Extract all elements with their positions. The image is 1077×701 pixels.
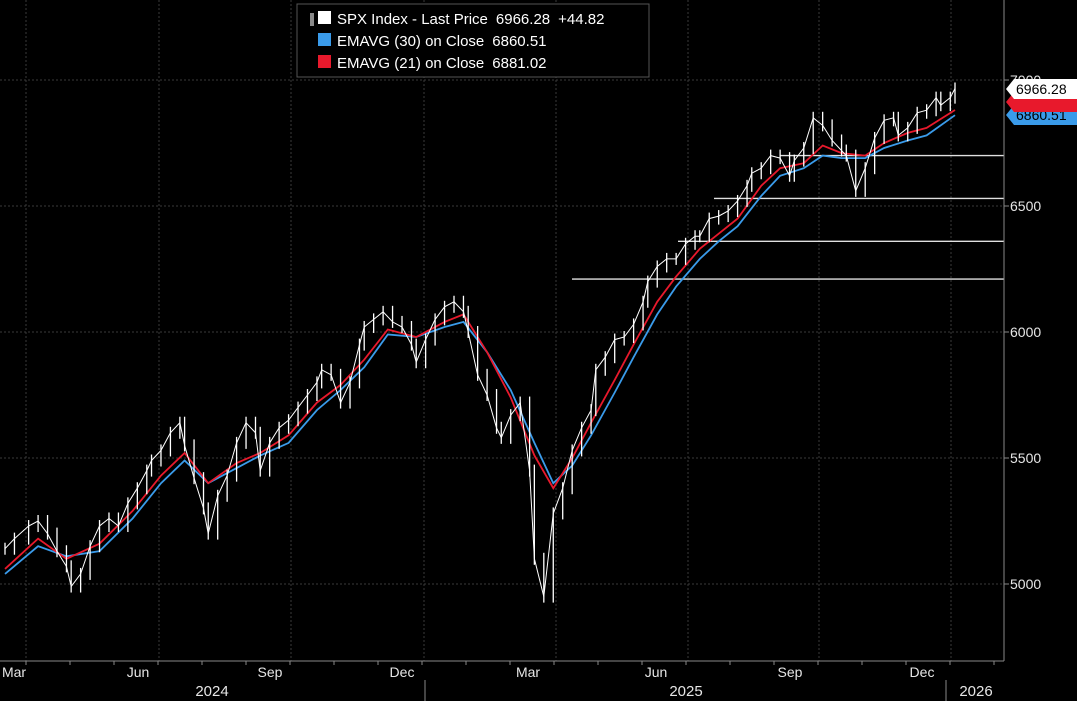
tag-bg xyxy=(1006,79,1077,99)
x-month-label: Dec xyxy=(390,664,415,680)
ema21-series xyxy=(4,109,956,570)
x-year-label: 2024 xyxy=(195,683,228,700)
x-month-label: Sep xyxy=(258,664,283,680)
price-series xyxy=(4,82,956,603)
x-year-label: 2025 xyxy=(669,683,702,700)
y-tick-label: 5500 xyxy=(1010,450,1041,466)
x-month-label: Jun xyxy=(127,664,150,680)
x-month-label: Dec xyxy=(910,664,935,680)
legend-swatch-ema21 xyxy=(318,55,331,68)
y-tick-label: 6500 xyxy=(1010,198,1041,214)
y-tick-label: 5000 xyxy=(1010,576,1041,592)
chart-grid xyxy=(0,0,1004,661)
legend-frame xyxy=(296,3,650,78)
ema30-line xyxy=(4,114,956,575)
legend-label-price: SPX Index - Last Price 6966.28 +44.82 xyxy=(337,11,604,28)
x-month-label: Jun xyxy=(645,664,668,680)
x-month-label: Mar xyxy=(516,664,540,680)
ema30-series xyxy=(4,114,956,575)
chart-axes: 50005500600065007000MarJunSepDecMarJunSe… xyxy=(0,0,1041,701)
x-year-label: 2026 xyxy=(959,683,992,700)
price-line xyxy=(4,88,956,597)
x-month-label: Mar xyxy=(2,664,26,680)
y-tick-label: 6000 xyxy=(1010,324,1041,340)
legend-label-ema21: EMAVG (21) on Close 6881.02 xyxy=(337,55,547,72)
legend-swatch-price xyxy=(318,11,331,24)
legend-swatch-ema30 xyxy=(318,33,331,46)
support-levels xyxy=(572,154,1004,280)
ema21-line xyxy=(4,109,956,570)
last-value-tag: 6966.28 xyxy=(1016,81,1067,97)
x-month-label: Sep xyxy=(778,664,803,680)
legend-box: SPX Index - Last Price 6966.28 +44.82 EMAV… xyxy=(296,3,650,78)
legend-bracket-icon xyxy=(310,13,314,26)
legend-label-ema30: EMAVG (30) on Close 6860.51 xyxy=(337,33,547,50)
